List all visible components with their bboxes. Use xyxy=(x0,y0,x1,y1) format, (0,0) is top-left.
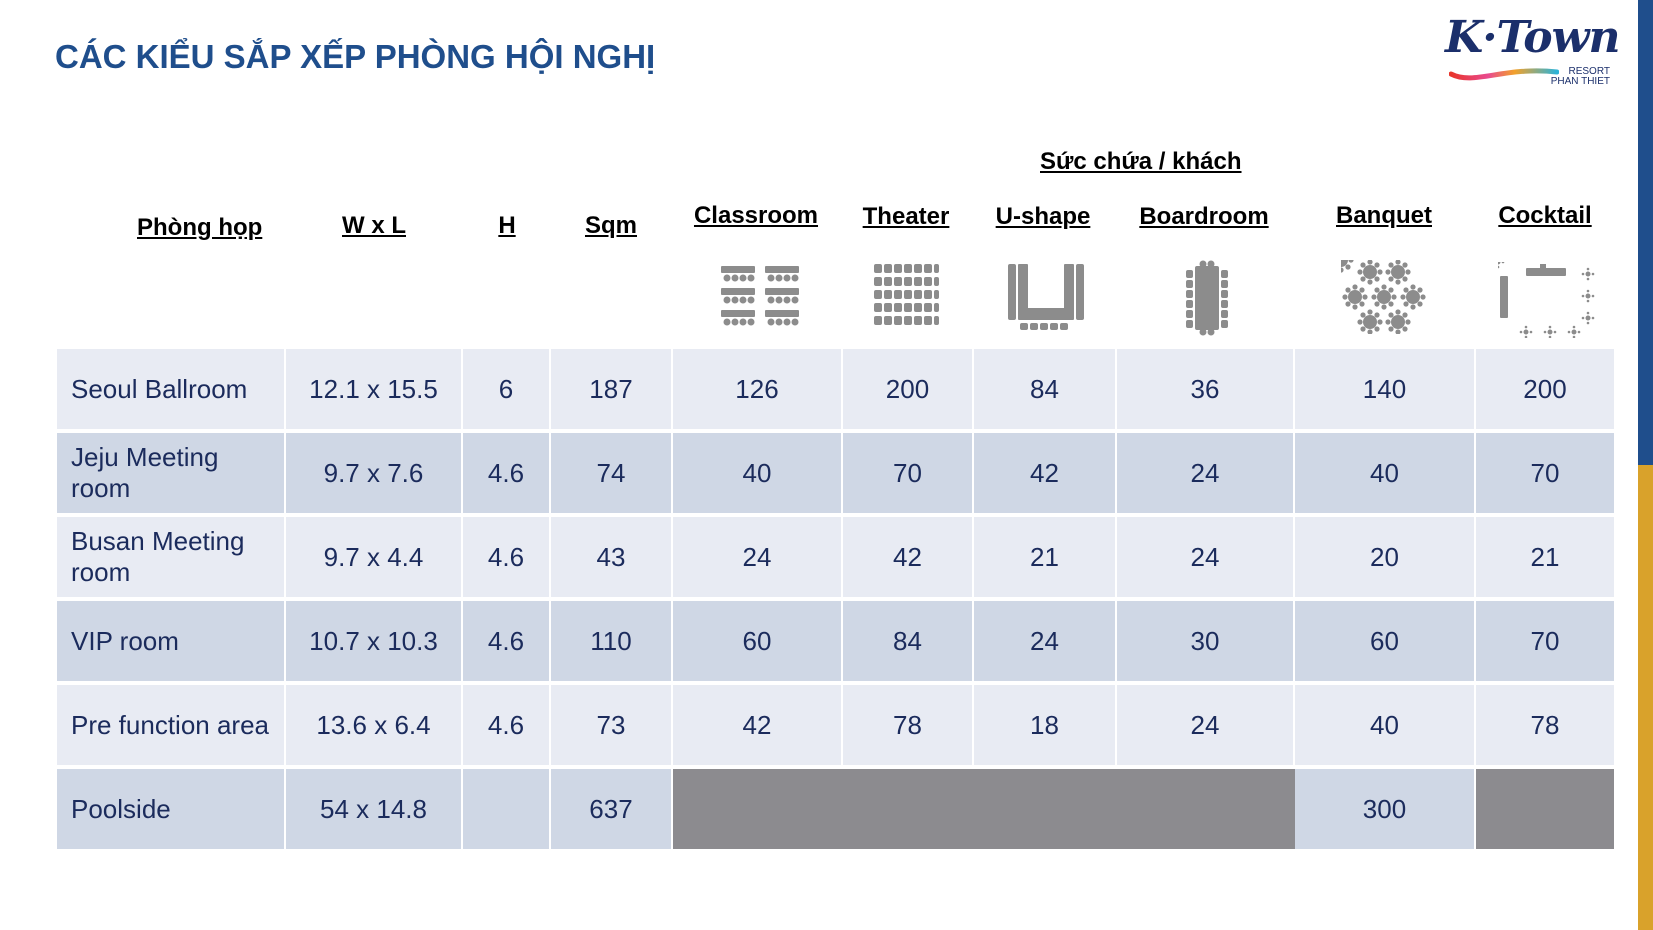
cell-cocktail: 78 xyxy=(1476,685,1616,767)
header-sqm: Sqm xyxy=(584,212,638,239)
cell-classroom: 40 xyxy=(673,433,843,515)
cell-cocktail: 70 xyxy=(1476,433,1616,515)
header-wxl: W x L xyxy=(342,212,406,239)
cell-classroom: 126 xyxy=(673,349,843,431)
boardroom-layout-icon xyxy=(1186,260,1228,336)
cell-banquet: 40 xyxy=(1295,433,1476,515)
table-row: VIP room 10.7 x 10.3 4.6 110 60 84 24 30… xyxy=(57,601,1616,683)
cell-ushape: 42 xyxy=(974,433,1117,515)
cell-theater: 84 xyxy=(843,601,974,683)
logo-wordmark: K·Town xyxy=(1445,12,1620,63)
cell-wxl: 9.7 x 4.4 xyxy=(286,517,463,599)
logo-resort-text: RESORT xyxy=(1568,66,1611,77)
cell-wxl: 54 x 14.8 xyxy=(286,769,463,851)
ktown-logo: K·Town RESORT PHAN THIET xyxy=(1445,12,1620,92)
header-ushape: U-shape xyxy=(995,203,1091,230)
cell-boardroom: 24 xyxy=(1117,433,1295,515)
cell-ushape: 21 xyxy=(974,517,1117,599)
cell-boardroom: 36 xyxy=(1117,349,1295,431)
cell-ushape: 24 xyxy=(974,601,1117,683)
logo-wave-icon xyxy=(1449,68,1559,81)
header-room: Phòng họp xyxy=(137,214,263,241)
cell-classroom: 60 xyxy=(673,601,843,683)
cell-wxl: 10.7 x 10.3 xyxy=(286,601,463,683)
header-boardroom: Boardroom xyxy=(1139,203,1269,230)
accent-bar-navy xyxy=(1638,0,1653,465)
cell-banquet: 40 xyxy=(1295,685,1476,767)
cell-theater: 70 xyxy=(843,433,974,515)
cell-wxl: 12.1 x 15.5 xyxy=(286,349,463,431)
header-h: H xyxy=(498,212,516,239)
header-cocktail: Cocktail xyxy=(1498,202,1592,229)
page-title: CÁC KIỂU SẮP XẾP PHÒNG HỘI NGHỊ xyxy=(55,38,656,75)
cell-room-name: Busan Meeting room xyxy=(57,517,286,599)
cell-sqm: 187 xyxy=(551,349,673,431)
cell-sqm: 73 xyxy=(551,685,673,767)
cell-classroom: 24 xyxy=(673,517,843,599)
cell-classroom: 42 xyxy=(673,685,843,767)
cell-theater: 78 xyxy=(843,685,974,767)
cell-wxl: 9.7 x 7.6 xyxy=(286,433,463,515)
cocktail-layout-icon xyxy=(1498,262,1595,338)
table-row: Jeju Meeting room 9.7 x 7.6 4.6 74 40 70… xyxy=(57,433,1616,515)
cell-h: 4.6 xyxy=(463,517,551,599)
u-shape-layout-icon xyxy=(1008,264,1084,330)
cell-sqm: 74 xyxy=(551,433,673,515)
cell-room-name: Poolside xyxy=(57,769,286,851)
cell-unavailable xyxy=(673,769,1295,851)
header-theater: Theater xyxy=(862,203,950,230)
cell-cocktail: 200 xyxy=(1476,349,1616,431)
cell-banquet: 60 xyxy=(1295,601,1476,683)
cell-cocktail: 21 xyxy=(1476,517,1616,599)
banquet-layout-icon xyxy=(1341,260,1426,334)
cell-boardroom: 24 xyxy=(1117,517,1295,599)
cell-banquet: 300 xyxy=(1295,769,1476,851)
capacity-heading: Sức chứa / khách xyxy=(1040,148,1242,175)
cell-h: 6 xyxy=(463,349,551,431)
cell-boardroom: 30 xyxy=(1117,601,1295,683)
logo-location-text: PHAN THIET xyxy=(1550,76,1610,87)
classroom-layout-icon xyxy=(721,266,799,326)
header-classroom: Classroom xyxy=(693,202,819,229)
cell-theater: 42 xyxy=(843,517,974,599)
cell-cocktail: 70 xyxy=(1476,601,1616,683)
cell-sqm: 637 xyxy=(551,769,673,851)
theater-layout-icon xyxy=(874,264,939,325)
table-row: Busan Meeting room 9.7 x 4.4 4.6 43 24 4… xyxy=(57,517,1616,599)
capacity-table: Seoul Ballroom 12.1 x 15.5 6 187 126 200… xyxy=(57,349,1616,861)
accent-bar-gold xyxy=(1638,465,1653,930)
table-row: Poolside 54 x 14.8 637 300 xyxy=(57,769,1616,851)
cell-h: 4.6 xyxy=(463,433,551,515)
cell-theater: 200 xyxy=(843,349,974,431)
header-banquet: Banquet xyxy=(1336,202,1432,229)
cell-room-name: Pre function area xyxy=(57,685,286,767)
cell-banquet: 20 xyxy=(1295,517,1476,599)
cell-room-name: Jeju Meeting room xyxy=(57,433,286,515)
cell-wxl: 13.6 x 6.4 xyxy=(286,685,463,767)
cell-banquet: 140 xyxy=(1295,349,1476,431)
cell-h xyxy=(463,769,551,851)
cell-sqm: 43 xyxy=(551,517,673,599)
table-row: Pre function area 13.6 x 6.4 4.6 73 42 7… xyxy=(57,685,1616,767)
cell-room-name: Seoul Ballroom xyxy=(57,349,286,431)
cell-unavailable xyxy=(1476,769,1616,851)
cell-ushape: 18 xyxy=(974,685,1117,767)
cell-h: 4.6 xyxy=(463,601,551,683)
cell-h: 4.6 xyxy=(463,685,551,767)
cell-room-name: VIP room xyxy=(57,601,286,683)
cell-boardroom: 24 xyxy=(1117,685,1295,767)
cell-sqm: 110 xyxy=(551,601,673,683)
table-row: Seoul Ballroom 12.1 x 15.5 6 187 126 200… xyxy=(57,349,1616,431)
cell-ushape: 84 xyxy=(974,349,1117,431)
